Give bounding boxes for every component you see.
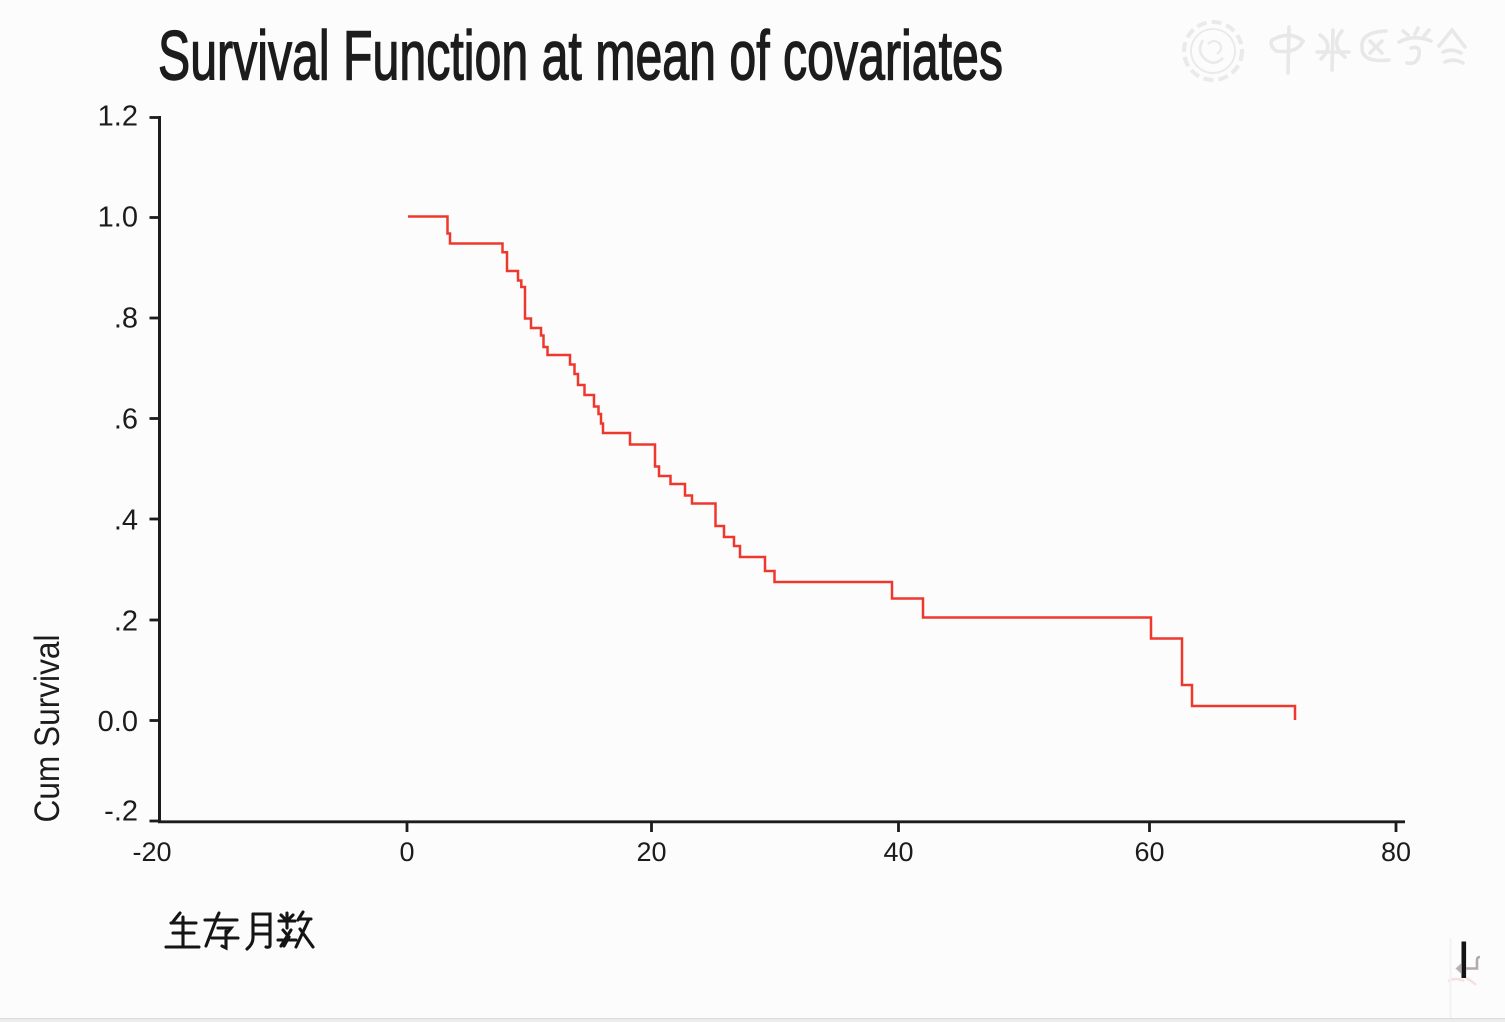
- svg-text:60: 60: [1134, 837, 1164, 867]
- svg-text:20: 20: [636, 837, 666, 867]
- svg-text:1.2: 1.2: [98, 101, 138, 133]
- svg-text:-.2: -.2: [104, 796, 138, 828]
- svg-text:.2: .2: [114, 606, 138, 638]
- svg-text:1.0: 1.0: [98, 202, 138, 234]
- svg-text:.8: .8: [114, 303, 138, 335]
- svg-text:0: 0: [399, 837, 414, 867]
- svg-text:0.0: 0.0: [98, 706, 138, 738]
- svg-text:Cum Survival: Cum Survival: [28, 635, 67, 823]
- svg-text:.4: .4: [114, 505, 138, 537]
- svg-text:Survival Function at mean of c: Survival Function at mean of covariates: [158, 17, 1003, 95]
- svg-text:-20: -20: [132, 837, 171, 867]
- svg-text:.6: .6: [114, 404, 138, 436]
- svg-text:80: 80: [1381, 837, 1411, 867]
- svg-text:40: 40: [883, 837, 913, 867]
